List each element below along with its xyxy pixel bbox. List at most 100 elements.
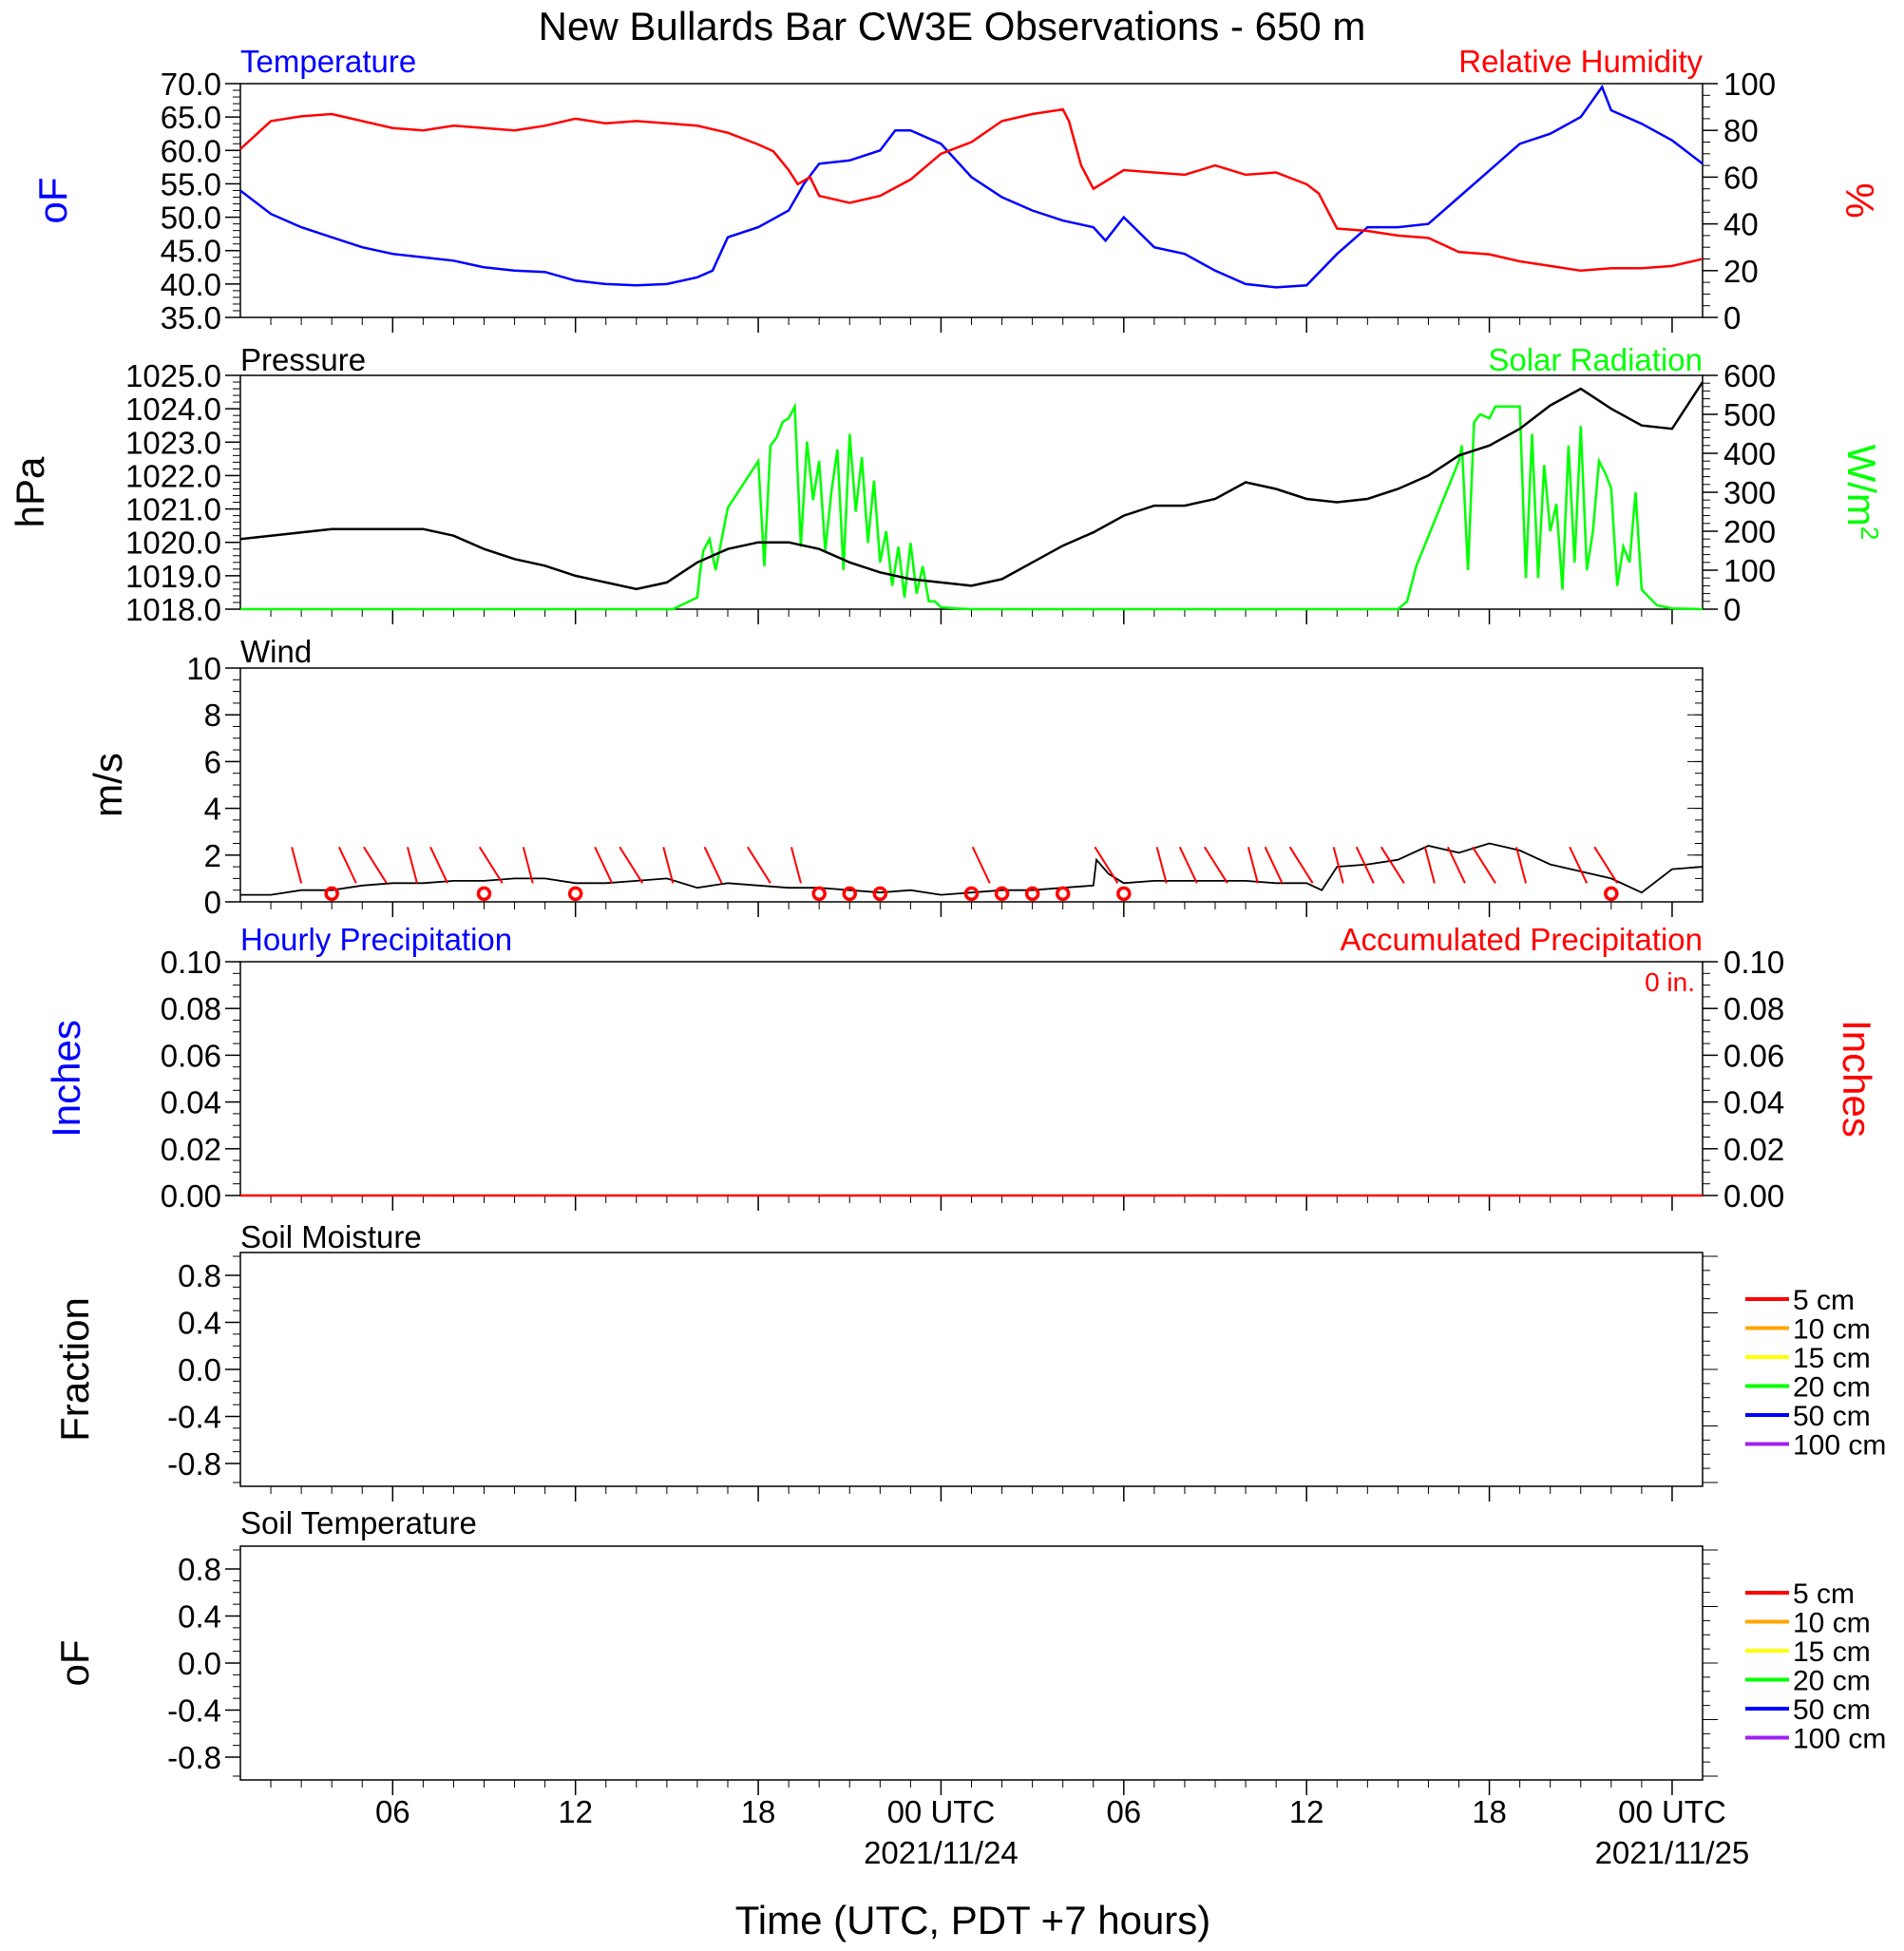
y-tick-label: 40.0 — [161, 267, 221, 302]
temperature-title: Temperature — [240, 44, 416, 79]
precip-frame — [239, 961, 1704, 1196]
y-tick-label: 65.0 — [161, 100, 221, 135]
calm-marker — [1055, 886, 1071, 902]
y-tick-label: 0.04 — [161, 1085, 221, 1120]
y-tick-label: 70.0 — [161, 67, 221, 102]
wind-barb — [747, 846, 771, 884]
humidity-ticks: 100 80 60 40 20 0 — [1703, 67, 1776, 335]
temp-rh-frame — [239, 83, 1704, 318]
legend-label: 20 cm — [1793, 1666, 1871, 1697]
y-tick-label: 80 — [1723, 113, 1759, 148]
hourly-precip-axis-label: Inches — [44, 1020, 88, 1138]
wind-barb — [1332, 847, 1344, 884]
soil-temp-x-ticks — [270, 1780, 1673, 1795]
temperature-ticks: 70.065.060.055.050.045.040.035.0 — [161, 67, 240, 335]
y-tick-label: 0.8 — [178, 1258, 221, 1293]
y-tick-label: 0.08 — [161, 991, 221, 1026]
y-tick-label: 400 — [1723, 436, 1776, 471]
y-tick-label: 100 — [1723, 553, 1776, 588]
wind-frame — [239, 667, 1704, 903]
legend-label: 10 cm — [1793, 1314, 1871, 1346]
y-tick-label: -0.8 — [167, 1446, 221, 1482]
wind-barb — [337, 846, 357, 884]
y-tick-label: 0.8 — [178, 1552, 221, 1587]
hourly-precip-ticks: 0.10 0.08 0.06 0.04 0.02 0.00 — [161, 945, 240, 1214]
x-tick-label: 18 — [741, 1794, 776, 1829]
solar-series-line — [240, 402, 1704, 611]
wind-barb — [619, 846, 644, 884]
chart-title: New Bullards Bar CW3E Observations - 650… — [539, 4, 1366, 48]
y-tick-label: -0.8 — [167, 1740, 221, 1775]
y-tick-label: 60.0 — [161, 133, 221, 168]
x-tick-date: 2021/11/25 — [1595, 1835, 1750, 1870]
wind-barb — [662, 847, 675, 884]
wind-barb — [1203, 846, 1228, 884]
y-tick-label: 0.00 — [1723, 1178, 1784, 1214]
wind-barb — [1515, 847, 1528, 884]
y-tick-label: 0.06 — [161, 1038, 221, 1073]
legend-label: 20 cm — [1793, 1372, 1871, 1404]
pressure-solar-panel: Pressure Solar Radiation hPa W/m2 1025.0… — [8, 342, 1884, 627]
x-tick-label: 00 UTC — [887, 1794, 996, 1829]
y-tick-label: 0.0 — [178, 1646, 221, 1681]
legend-label: 50 cm — [1793, 1401, 1871, 1432]
y-tick-label: 6 — [204, 744, 221, 779]
y-tick-label: 1018.0 — [125, 592, 221, 627]
humidity-title: Relative Humidity — [1458, 44, 1703, 79]
wind-barb — [1247, 847, 1259, 884]
soil-moisture-ticks: 0.8 0.4 0.0 -0.4 -0.8 — [167, 1255, 1718, 1483]
accum-precip-title: Accumulated Precipitation — [1340, 922, 1703, 957]
y-tick-label: 55.0 — [161, 166, 221, 201]
y-tick-label: 0.4 — [178, 1306, 221, 1341]
x-tick-label: 12 — [1289, 1794, 1324, 1829]
y-tick-label: 4 — [204, 792, 221, 827]
y-tick-label: 0.0 — [178, 1352, 221, 1387]
accum-precip-axis-label: Inches — [1835, 1020, 1879, 1138]
wind-barb — [429, 846, 448, 884]
soil-temp-frame — [239, 1545, 1704, 1781]
y-tick-label: -0.4 — [167, 1400, 221, 1435]
wind-barb — [1380, 846, 1405, 884]
wind-barb — [1472, 846, 1496, 884]
calm-marker — [963, 886, 980, 902]
y-tick-label: 0 — [1723, 300, 1741, 335]
y-tick-label: 0.00 — [161, 1178, 221, 1214]
soil-moisture-title: Soil Moisture — [240, 1219, 422, 1254]
wind-panel: Wind m/s 10 8 6 4 2 0 — [86, 634, 1704, 920]
calm-marker — [1604, 886, 1619, 902]
wind-barb — [1288, 846, 1314, 884]
y-tick-label: -0.4 — [167, 1693, 221, 1729]
wind-ticks: 10 8 6 4 2 0 — [186, 651, 240, 920]
y-tick-label: 0.02 — [1723, 1132, 1784, 1167]
y-tick-label: 0 — [1723, 592, 1741, 627]
y-tick-label: 60 — [1723, 160, 1759, 195]
soil-temp-panel: Soil Temperature oF 0.8 0.4 0.0 -0.4 -0.8 5 … — [52, 1505, 1886, 1870]
soil-temp-title: Soil Temperature — [240, 1505, 477, 1540]
x-tick-date: 2021/11/24 — [864, 1835, 1019, 1870]
x-tick-label: 06 — [1106, 1794, 1141, 1829]
y-tick-label: 40 — [1723, 207, 1759, 242]
y-tick-label: 600 — [1723, 358, 1776, 393]
wind-barb — [522, 847, 534, 884]
humidity-series-line — [239, 107, 1704, 273]
calm-marker — [872, 886, 888, 902]
legend-label: 15 cm — [1793, 1343, 1871, 1374]
accum-precip-total: 0 in. — [1645, 967, 1695, 997]
solar-title: Solar Radiation — [1488, 342, 1703, 377]
wind-barb — [1094, 846, 1119, 884]
legend-label: 100 cm — [1793, 1724, 1886, 1755]
y-tick-label: 1020.0 — [125, 526, 221, 561]
wind-barb — [1447, 846, 1466, 884]
soil-temp-axis-label: oF — [52, 1639, 97, 1686]
calm-marker — [842, 886, 857, 902]
x-tick-labels: 06 12 18 00 UTC 2021/11/24 06 12 18 00 UTC 2021/1… — [375, 1794, 1749, 1870]
y-tick-label: 200 — [1723, 514, 1776, 549]
legend-label: 10 cm — [1793, 1608, 1871, 1639]
x-axis-label: Time (UTC, PDT +7 hours) — [735, 1898, 1211, 1942]
y-tick-label: 500 — [1723, 397, 1776, 432]
precip-panel: Hourly Precipitation Accumulated Precipi… — [44, 922, 1879, 1214]
wind-barb — [1423, 847, 1436, 884]
calm-marker — [1116, 886, 1132, 902]
y-tick-label: 8 — [204, 698, 221, 733]
pressure-solar-frame — [239, 374, 1704, 610]
